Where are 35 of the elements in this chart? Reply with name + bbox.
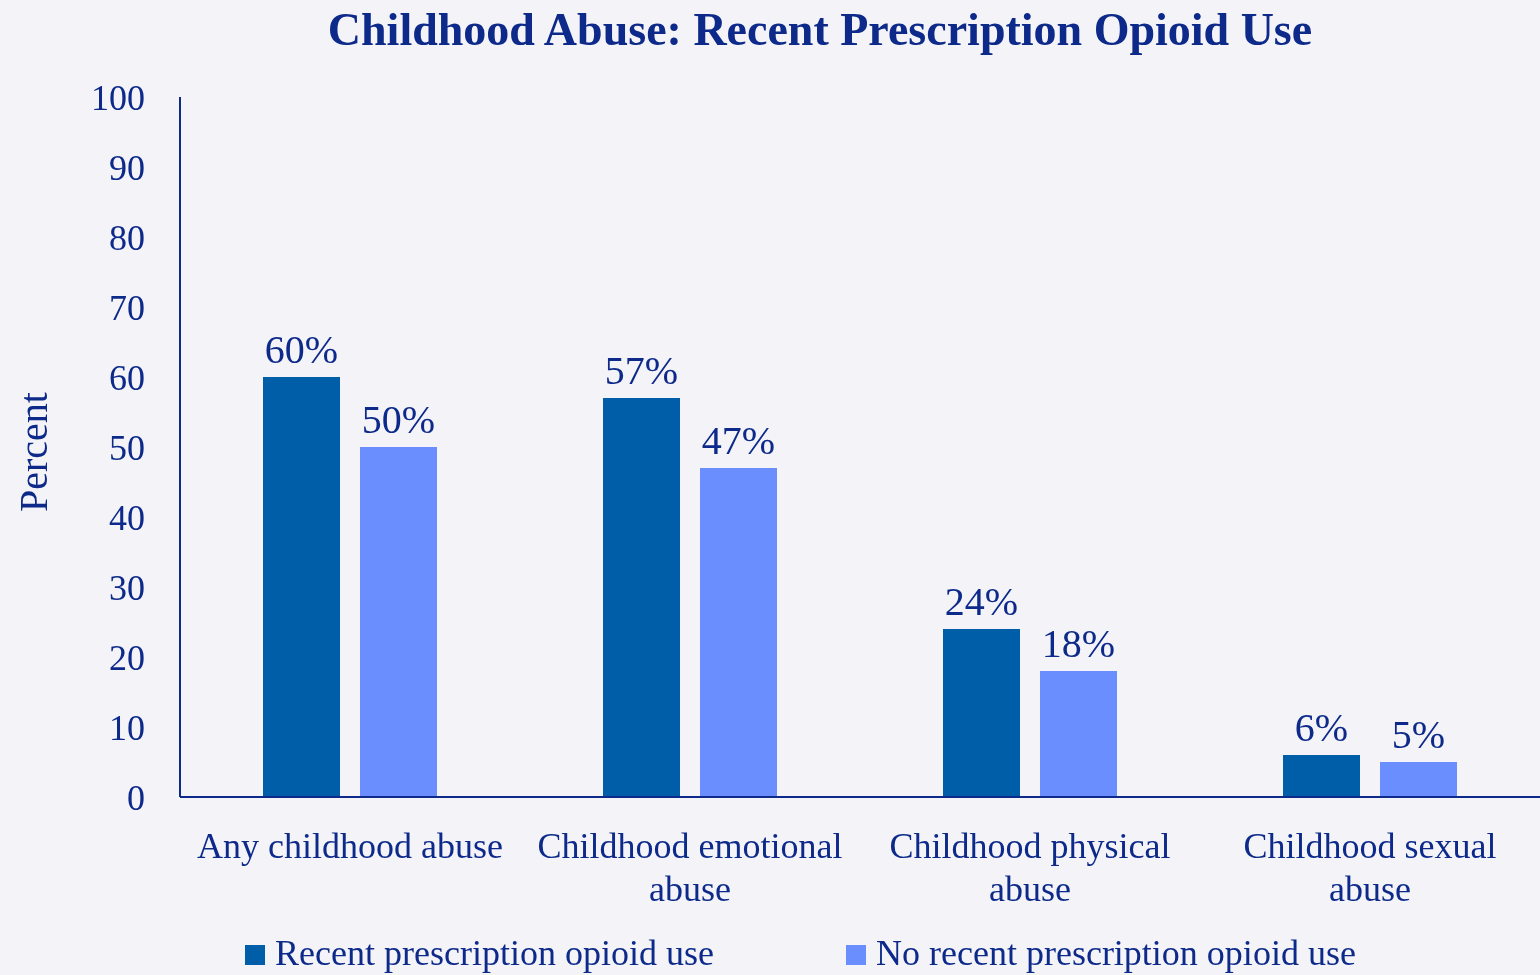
x-tick-label: Childhood sexual abuse: [1243, 826, 1497, 909]
y-tick-label: 50: [109, 427, 145, 468]
data-label: 6%: [1294, 705, 1349, 750]
y-tick-label: 0: [127, 777, 145, 818]
bar: [603, 398, 680, 797]
y-tick-label: 30: [109, 567, 145, 608]
data-label: 60%: [264, 327, 339, 372]
data-label: 5%: [1391, 712, 1446, 757]
legend-label: No recent prescription opioid use: [876, 933, 1356, 973]
y-tick-label: 90: [109, 147, 145, 188]
y-tick-label: 20: [109, 637, 145, 678]
y-tick-label: 80: [109, 217, 145, 258]
data-label: 24%: [944, 579, 1019, 624]
x-tick-label: Childhood emotional abuse: [537, 826, 843, 909]
bar: [700, 468, 777, 797]
legend-label: Recent prescription opioid use: [275, 933, 714, 973]
x-tick-label: Childhood physical abuse: [889, 826, 1171, 909]
bar: [1380, 762, 1457, 797]
bar: [360, 447, 437, 797]
bar: [263, 377, 340, 797]
x-tick-label: Any childhood abuse: [197, 826, 503, 866]
y-tick-label: 40: [109, 497, 145, 538]
y-tick-label: 60: [109, 357, 145, 398]
bar: [943, 629, 1020, 797]
y-tick-label: 70: [109, 287, 145, 328]
data-label: 57%: [604, 348, 679, 393]
bar: [1040, 671, 1117, 797]
chart-title: Childhood Abuse: Recent Prescription Opioid Use: [327, 4, 1313, 55]
data-label: 47%: [701, 418, 776, 463]
bar: [1283, 755, 1360, 797]
y-tick-label: 10: [109, 707, 145, 748]
y-axis-title: Percent: [11, 392, 56, 512]
y-tick-label: 100: [91, 77, 145, 118]
data-label: 18%: [1041, 621, 1116, 666]
data-label: 50%: [361, 397, 436, 442]
